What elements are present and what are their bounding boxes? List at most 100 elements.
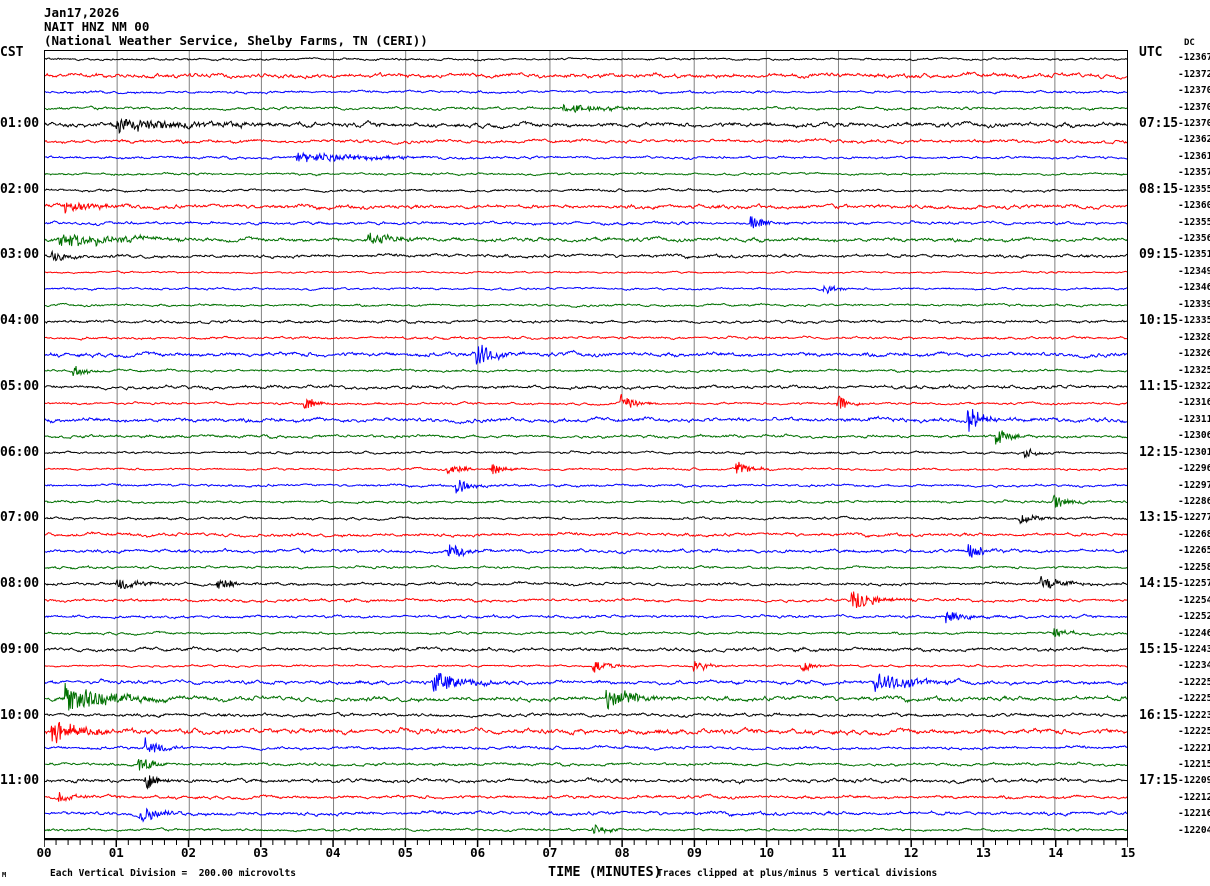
- x-tick-label: 05: [397, 845, 413, 860]
- seismic-trace: [45, 721, 1127, 744]
- seismic-trace: [45, 711, 1127, 719]
- dc-offset-value: -12335: [1178, 315, 1210, 327]
- dc-offset-value: -12349: [1178, 265, 1210, 277]
- x-tick-label: 13: [975, 845, 991, 860]
- seismic-trace: [45, 775, 1127, 790]
- seismic-trace: [45, 661, 1127, 673]
- seismic-trace: [45, 201, 1127, 214]
- dc-offset-value: -12316: [1178, 397, 1210, 409]
- dc-offset-value: -12225: [1178, 726, 1210, 738]
- dc-offset-value: -12225: [1178, 676, 1210, 688]
- seismic-trace-layer: [45, 57, 1127, 835]
- dc-offset-value: -12212: [1178, 791, 1210, 803]
- dc-offset-value: -12370: [1178, 101, 1210, 113]
- seismic-trace: [45, 824, 1127, 835]
- seismic-trace: [45, 171, 1127, 177]
- x-tick-label: 14: [1048, 845, 1064, 860]
- right-hour-label: 10:15: [1139, 313, 1179, 329]
- seismic-trace: [45, 494, 1127, 508]
- dc-offset-value: -12339: [1178, 298, 1210, 310]
- seismic-trace: [45, 430, 1127, 445]
- dc-offset-value: -12322: [1178, 380, 1210, 392]
- seismic-trace: [45, 564, 1127, 570]
- dc-offset-value: -12215: [1178, 759, 1210, 771]
- x-tick-label: 04: [325, 845, 341, 860]
- dc-offset-value: -12362: [1178, 134, 1210, 146]
- dc-offset-value: -12301: [1178, 446, 1210, 458]
- dc-offset-value: -12204: [1178, 824, 1210, 836]
- seismic-trace: [45, 479, 1127, 494]
- left-hour-label: 05:00: [0, 378, 40, 394]
- footer-marker: M: [2, 871, 7, 879]
- seismic-trace: [45, 672, 1127, 692]
- seismic-trace: [45, 71, 1127, 80]
- left-hour-label: 10:00: [0, 707, 40, 723]
- right-hour-label: 11:15: [1139, 378, 1179, 394]
- seismic-trace: [45, 531, 1127, 538]
- dc-offset-value: -12311: [1178, 413, 1210, 425]
- seismic-trace: [45, 335, 1127, 341]
- dc-offset-value: -12361: [1178, 150, 1210, 162]
- seismic-trace: [45, 89, 1127, 95]
- seismic-trace: [45, 682, 1127, 711]
- seismic-trace: [45, 187, 1127, 193]
- header-description: (National Weather Service, Shelby Farms,…: [44, 33, 428, 48]
- dc-offset-value: -12328: [1178, 331, 1210, 343]
- left-hour-label: 06:00: [0, 444, 40, 460]
- dc-offset-value: -12216: [1178, 808, 1210, 820]
- dc-offset-value: -12223: [1178, 709, 1210, 721]
- dc-offset-value: -12268: [1178, 528, 1210, 540]
- x-tick-label: 06: [470, 845, 486, 860]
- seismic-trace: [45, 447, 1127, 459]
- right-hour-label: 15:15: [1139, 641, 1179, 657]
- dc-offset-value: -12355: [1178, 183, 1210, 195]
- right-hour-label: 13:15: [1139, 510, 1179, 526]
- left-hour-label: 01:00: [0, 115, 40, 131]
- dc-offset-value: -12221: [1178, 742, 1210, 754]
- right-hour-label: 07:15: [1139, 115, 1179, 131]
- seismic-trace: [45, 344, 1127, 366]
- dc-offset-value: -12326: [1178, 348, 1210, 360]
- dc-offset-value: -12225: [1178, 693, 1210, 705]
- dc-column-header: DC: [1184, 38, 1195, 48]
- dc-offset-value: -12346: [1178, 282, 1210, 294]
- seismic-trace: [45, 393, 1127, 410]
- dc-offset-value: -12370: [1178, 85, 1210, 97]
- dc-offset-value: -12252: [1178, 611, 1210, 623]
- x-axis-title: TIME (MINUTES): [548, 864, 662, 880]
- dc-offset-value: -12286: [1178, 496, 1210, 508]
- dc-offset-value: -12372: [1178, 68, 1210, 80]
- left-hour-label: 11:00: [0, 773, 40, 789]
- x-tick-label: 08: [614, 845, 630, 860]
- seismic-trace: [45, 216, 1127, 229]
- x-tick-label: 11: [831, 845, 847, 860]
- dc-offset-value: -12351: [1178, 249, 1210, 261]
- dc-offset-value: -12360: [1178, 200, 1210, 212]
- dc-offset-value: -12243: [1178, 643, 1210, 655]
- seismic-trace: [45, 576, 1127, 590]
- seismic-trace: [45, 270, 1127, 275]
- dc-offset-value: -12297: [1178, 479, 1210, 491]
- dc-offset-value: -12356: [1178, 233, 1210, 245]
- seismic-trace: [45, 151, 1127, 163]
- seismic-trace: [45, 645, 1127, 653]
- footer-clip-note: Traces clipped at plus/minus 5 vertical …: [657, 868, 938, 879]
- seismic-trace: [45, 807, 1127, 823]
- seismic-trace: [45, 366, 1127, 377]
- dc-offset-value: -12265: [1178, 545, 1210, 557]
- dc-offset-value: -12277: [1178, 512, 1210, 524]
- helicorder-plot[interactable]: [44, 50, 1128, 839]
- x-tick-label: 00: [36, 845, 52, 860]
- right-hour-label: 14:15: [1139, 576, 1179, 592]
- dc-offset-value: -12306: [1178, 430, 1210, 442]
- dc-offset-value: -12209: [1178, 775, 1210, 787]
- right-hour-label: 16:15: [1139, 707, 1179, 723]
- right-hour-label: 12:15: [1139, 444, 1179, 460]
- header-date: Jan17,2026: [44, 5, 120, 20]
- left-hour-label: 07:00: [0, 510, 40, 526]
- footer-scale-note: Each Vertical Division = 200.00 microvol…: [50, 868, 296, 879]
- x-tick-label: 02: [181, 845, 197, 860]
- x-axis: [44, 839, 1128, 847]
- left-hour-label: 04:00: [0, 313, 40, 329]
- seismic-trace: [45, 591, 1127, 609]
